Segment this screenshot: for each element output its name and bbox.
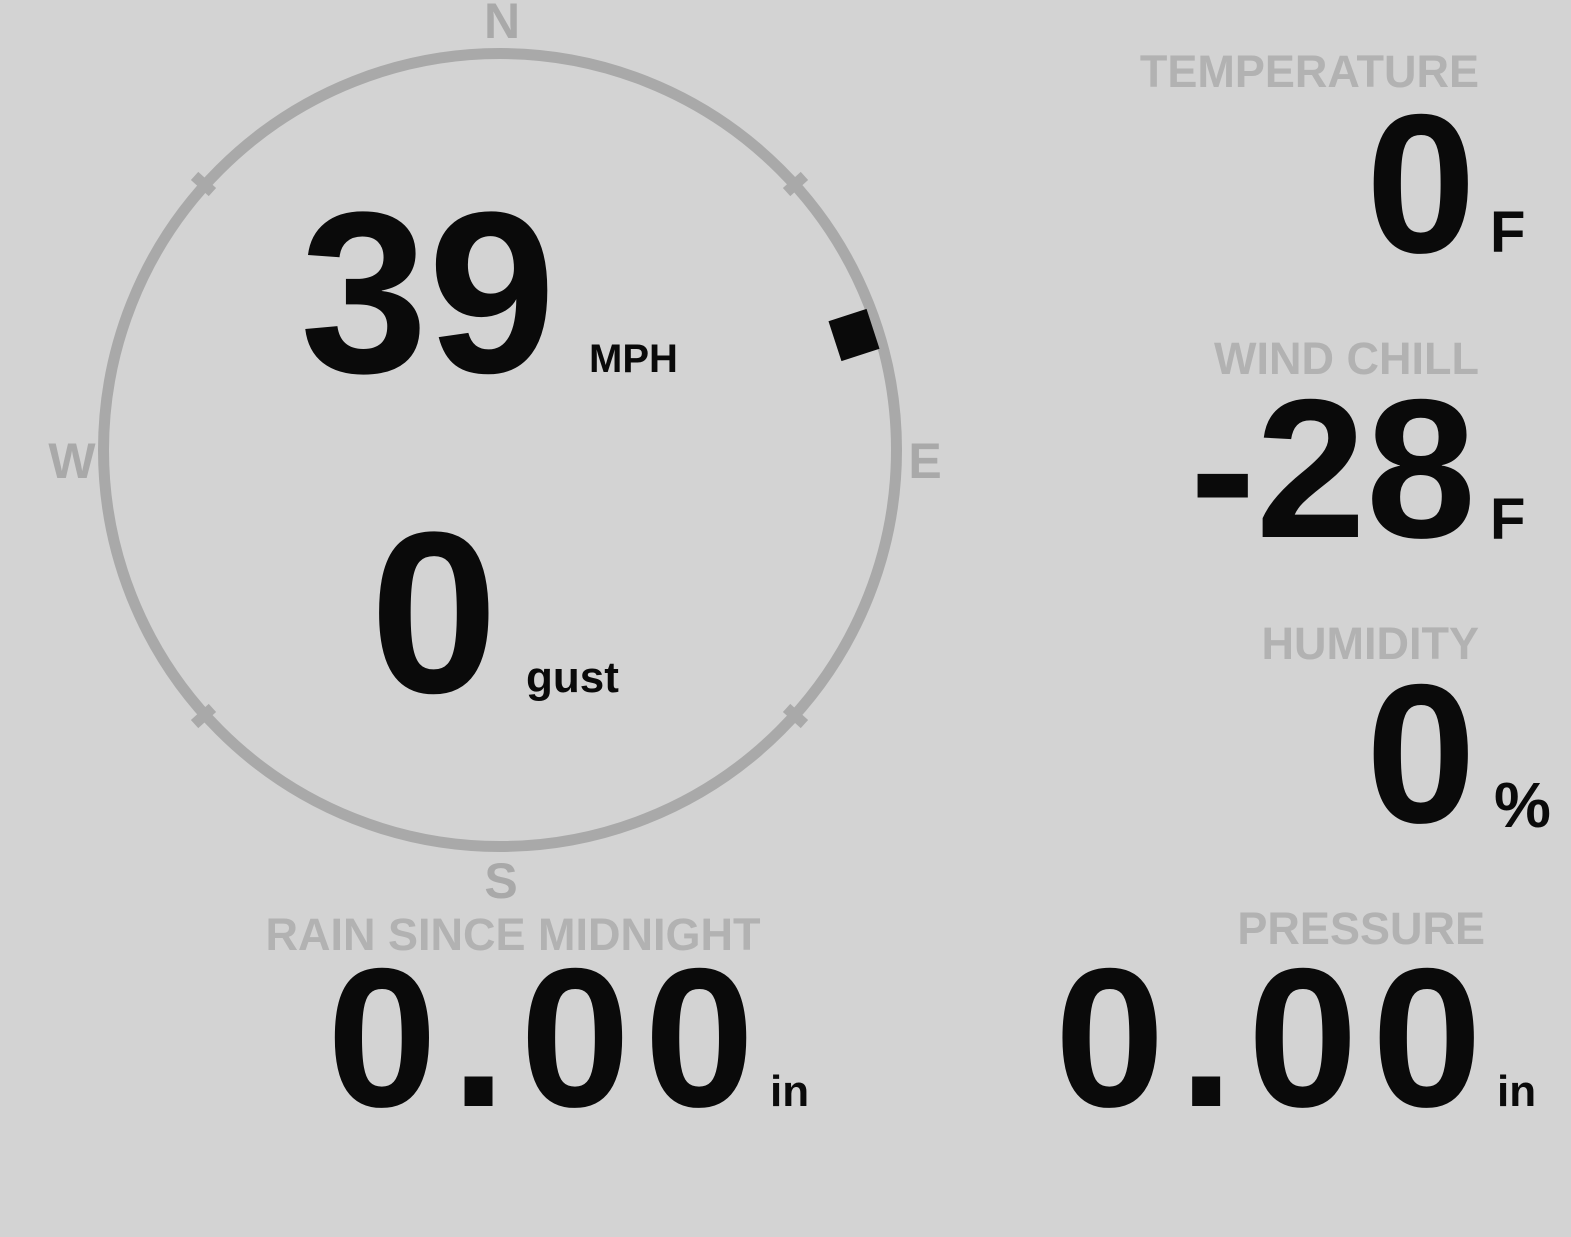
humidity-label: HUMIDITY (1261, 618, 1480, 669)
wind-gust-unit: gust (526, 653, 619, 702)
wind-chill-value: -28 (1189, 358, 1476, 579)
wind-speed-unit: MPH (589, 337, 678, 381)
pressure-unit: in (1497, 1067, 1537, 1116)
compass-label-east: E (908, 433, 942, 489)
pressure-value: 0.00 (1054, 927, 1496, 1148)
compass-label-north: N (483, 0, 521, 49)
temperature-unit: F (1490, 200, 1526, 265)
temperature-value: 0 (1365, 73, 1476, 294)
temperature-label: TEMPERATURE (1139, 46, 1479, 97)
compass-label-west: W (48, 433, 96, 489)
rain-unit: in (770, 1067, 810, 1116)
humidity-unit: % (1494, 769, 1551, 841)
wind-chill-unit: F (1490, 487, 1526, 552)
pressure-label: PRESSURE (1237, 903, 1485, 954)
wind-gust-value: 0 (370, 484, 498, 741)
compass-label-south: S (484, 853, 518, 909)
rain-label: RAIN SINCE MIDNIGHT (265, 909, 761, 960)
wind-speed-value: 39 (300, 164, 556, 421)
rain-value: 0.00 (327, 927, 769, 1148)
wind-chill-label: WIND CHILL (1214, 333, 1479, 384)
humidity-value: 0 (1365, 643, 1476, 864)
compass-ring (98, 48, 902, 852)
